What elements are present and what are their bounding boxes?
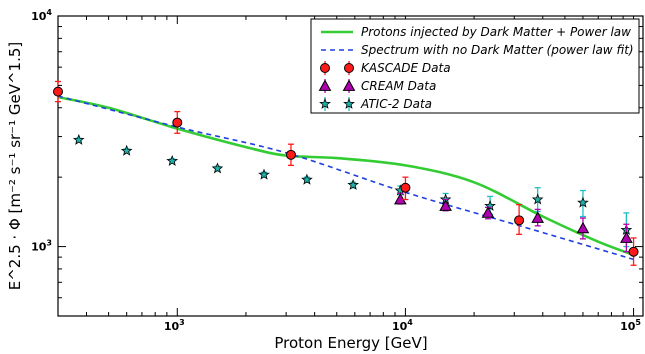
atic2-data-point: [531, 193, 544, 205]
legend-marker: [319, 97, 331, 109]
cream-data-point: [620, 231, 633, 243]
x-tick-label: 105: [620, 318, 641, 333]
legend-marker: [320, 63, 330, 73]
legend-label: CREAM Data: [361, 79, 436, 93]
kascade-data-point: [53, 86, 63, 97]
x-tick-label: 103: [164, 318, 185, 333]
atic2-data-point: [484, 199, 496, 211]
legend-marker: [344, 63, 354, 73]
y-tick-label: 103: [31, 239, 52, 254]
legend-box: [310, 18, 640, 114]
x-axis-label: Proton Energy [GeV]: [274, 334, 427, 352]
atic2-data-point: [347, 178, 360, 190]
atic2-data-point: [120, 144, 133, 156]
dark-matter-model-line: [58, 95, 635, 257]
kascade-data-point: [628, 246, 639, 257]
plot-frame: [57, 15, 644, 317]
legend-label: KASCADE Data: [361, 61, 451, 75]
legend-marker: [342, 79, 356, 91]
legend-label: Spectrum with no Dark Matter (power law …: [361, 43, 634, 57]
y-axis-label: E^2.5 · Φ [m⁻² s⁻¹ sr⁻¹ GeV^1.5]: [6, 42, 24, 291]
y-tick-label: 104: [31, 8, 52, 23]
legend-label: ATIC-2 Data: [360, 97, 432, 111]
legend-label: Protons injected by Dark Matter + Power …: [361, 25, 631, 39]
atic2-data-point: [211, 162, 224, 174]
x-tick-label: 104: [392, 318, 413, 333]
kascade-data-point: [172, 117, 183, 128]
legend-marker: [318, 79, 332, 91]
atic2-data-point: [577, 196, 589, 208]
atic2-data-point: [72, 133, 85, 145]
no-dm-power-law-line: [58, 95, 634, 261]
atic2-data-point: [166, 154, 179, 167]
kascade-data-point: [400, 182, 411, 193]
atic2-data-point: [301, 173, 313, 185]
atic2-data-point: [258, 168, 270, 180]
kascade-data-point: [514, 215, 525, 226]
kascade-data-point: [285, 149, 296, 160]
cream-data-point: [439, 199, 452, 211]
cream-data-point: [481, 206, 495, 218]
cream-data-point: [576, 221, 590, 234]
cream-data-point: [531, 211, 545, 223]
legend-marker: [343, 97, 355, 109]
